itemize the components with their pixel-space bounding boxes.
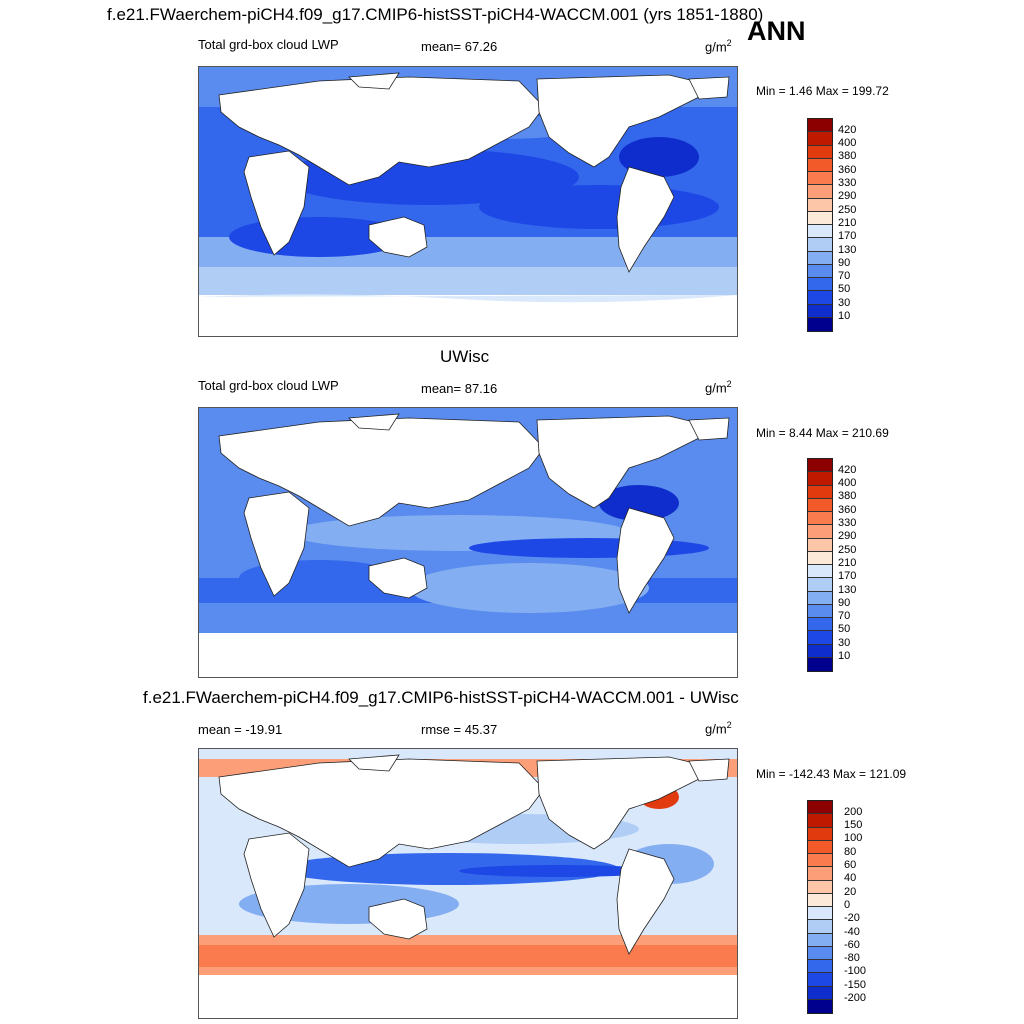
- panel1-variable-label: Total grd-box cloud LWP: [198, 37, 339, 52]
- panel2-cb-tick: 330: [838, 517, 857, 529]
- panel1-cb-tick: 400: [838, 137, 857, 149]
- panel1-cb-tick: 30: [838, 297, 851, 309]
- panel1-cb-tick: 330: [838, 177, 857, 189]
- panel2-colorbar: [807, 458, 833, 673]
- panel2-cb-tick: 70: [838, 610, 851, 622]
- panel1-unit-label: g/m2: [705, 38, 732, 55]
- panel3-cb-tick: 100: [844, 832, 863, 844]
- panel2-variable-label: Total grd-box cloud LWP: [198, 378, 339, 393]
- panel3-colorbar: [807, 800, 833, 1015]
- figure-title: f.e21.FWaerchem-piCH4.f09_g17.CMIP6-hist…: [107, 5, 764, 24]
- panel3-cb-tick: -200: [844, 992, 867, 1004]
- panel1-mean-label: mean= 67.26: [421, 39, 498, 54]
- panel3-cb-tick: 40: [844, 872, 857, 884]
- panel3-cb-tick: 0: [844, 899, 851, 911]
- panel2-cb-tick: 380: [838, 490, 857, 502]
- panel2-map: [198, 407, 738, 678]
- panel3-unit-label: g/m2: [705, 720, 732, 737]
- panel2-cb-tick: 250: [838, 544, 857, 556]
- panel2-minmax-label: Min = 8.44 Max = 210.69: [756, 426, 889, 440]
- panel1-cb-tick: 380: [838, 150, 857, 162]
- panel3-cb-tick: -20: [844, 912, 860, 924]
- panel2-cb-tick: 210: [838, 557, 857, 569]
- panel1-cb-tick: 290: [838, 190, 857, 202]
- panel3-cb-tick: 80: [844, 846, 857, 858]
- panel1-cb-tick: 10: [838, 310, 851, 322]
- panel2-cb-tick: 90: [838, 597, 851, 609]
- panel1-minmax-label: Min = 1.46 Max = 199.72: [756, 84, 889, 98]
- panel3-minmax-label: Min = -142.43 Max = 121.09: [756, 767, 907, 781]
- panel1-cb-tick: 360: [838, 164, 857, 176]
- panel2-cb-tick: 290: [838, 530, 857, 542]
- panel3-cb-tick: -80: [844, 952, 860, 964]
- panel3-cb-tick: -40: [844, 926, 860, 938]
- panel3-cb-tick: -60: [844, 939, 860, 951]
- panel3-cb-tick: -150: [844, 979, 867, 991]
- panel2-title: UWisc: [440, 347, 490, 366]
- panel2-cb-tick: 400: [838, 477, 857, 489]
- panel2-cb-tick: 420: [838, 464, 857, 476]
- panel3-mean-label: mean = -19.91: [198, 722, 283, 737]
- panel2-mean-label: mean= 87.16: [421, 381, 498, 396]
- panel2-cb-tick: 50: [838, 623, 851, 635]
- panel3-cb-tick: 60: [844, 859, 857, 871]
- season-label: ANN: [747, 16, 806, 46]
- panel1-map: [198, 66, 738, 337]
- panel1-cb-tick: 420: [838, 124, 857, 136]
- panel2-unit-label: g/m2: [705, 379, 732, 396]
- panel1-cb-tick: 130: [838, 244, 857, 256]
- panel1-cb-tick: 170: [838, 230, 857, 242]
- panel1-cb-tick: 70: [838, 270, 851, 282]
- panel3-cb-tick: 150: [844, 819, 863, 831]
- panel3-map: [198, 748, 738, 1019]
- panel3-cb-tick: 20: [844, 886, 857, 898]
- panel2-cb-tick: 130: [838, 584, 857, 596]
- panel2-cb-tick: 10: [838, 650, 851, 662]
- panel1-colorbar: [807, 118, 833, 333]
- panel3-cb-tick: -100: [844, 965, 867, 977]
- panel3-rmse-label: rmse = 45.37: [421, 722, 498, 737]
- panel1-cb-tick: 90: [838, 257, 851, 269]
- panel3-title: f.e21.FWaerchem-piCH4.f09_g17.CMIP6-hist…: [143, 688, 739, 707]
- panel1-cb-tick: 50: [838, 283, 851, 295]
- panel2-cb-tick: 30: [838, 637, 851, 649]
- panel2-cb-tick: 360: [838, 504, 857, 516]
- panel2-cb-tick: 170: [838, 570, 857, 582]
- panel3-cb-tick: 200: [844, 806, 863, 818]
- panel1-cb-tick: 250: [838, 204, 857, 216]
- panel1-cb-tick: 210: [838, 217, 857, 229]
